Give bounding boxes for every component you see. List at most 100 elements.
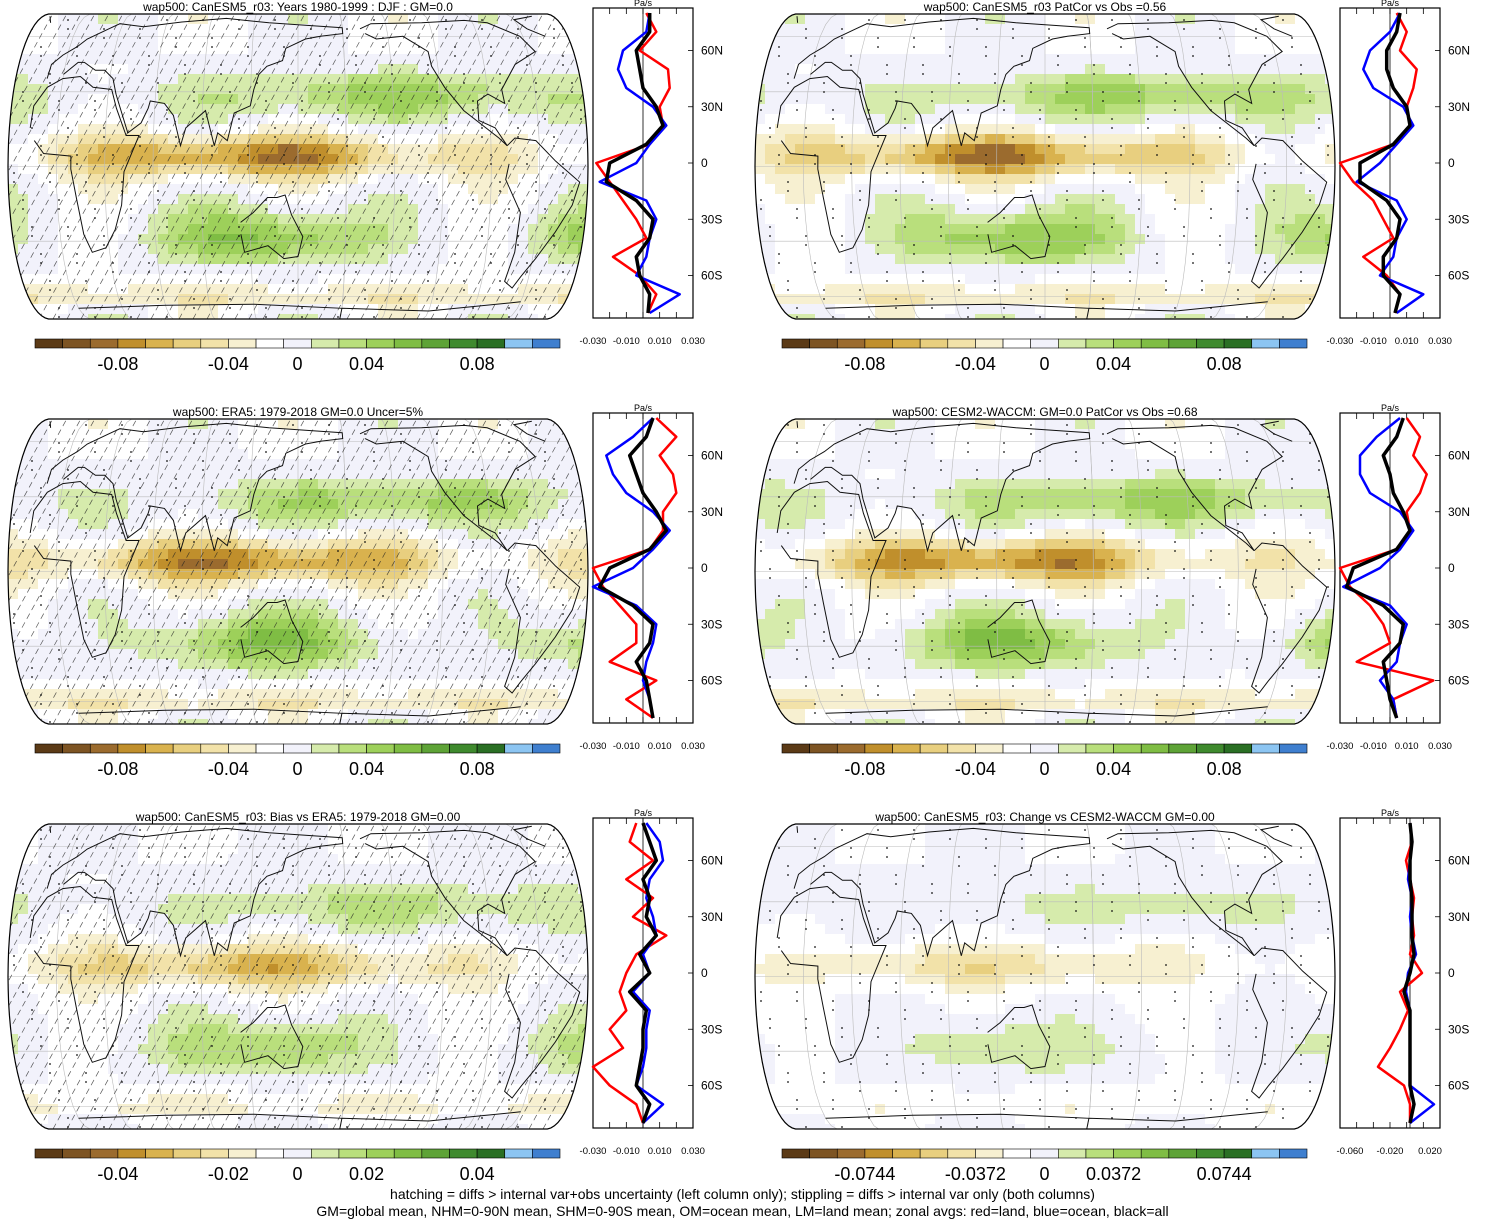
stipple-dot: [328, 289, 330, 291]
field-cell: [358, 94, 369, 105]
field-cell: [875, 84, 886, 95]
field-cell: [1035, 14, 1046, 25]
field-cell: [58, 639, 69, 650]
field-cell: [338, 154, 349, 165]
field-cell: [438, 134, 449, 145]
field-cell: [1095, 124, 1106, 135]
field-cell: [368, 84, 379, 95]
stipple-dot: [256, 181, 258, 183]
field-cell: [935, 64, 946, 75]
field-cell: [298, 14, 309, 25]
stipple-dot: [1228, 163, 1230, 165]
field-cell: [28, 659, 39, 670]
field-cell: [1095, 54, 1106, 65]
field-cell: [1255, 164, 1266, 175]
field-cell: [1205, 164, 1216, 175]
field-cell: [18, 469, 29, 480]
field-cell: [18, 589, 29, 600]
field-cell: [1275, 34, 1286, 45]
field-cell: [1315, 134, 1326, 145]
field-cell: [38, 114, 49, 125]
field-cell: [118, 214, 129, 225]
field-cell: [985, 44, 996, 55]
field-cell: [368, 44, 379, 55]
colorbar-box: [975, 339, 1003, 348]
colorbar-box: [1114, 339, 1142, 348]
field-cell: [508, 214, 519, 225]
field-cell: [1075, 304, 1086, 315]
stipple-dot: [94, 109, 96, 111]
stipple-dot: [220, 271, 222, 273]
field-cell: [448, 114, 459, 125]
stipple-dot: [877, 145, 879, 147]
field-cell: [438, 274, 449, 285]
field-cell: [1145, 24, 1156, 35]
colorbar-tick-label: -0.04: [955, 354, 996, 374]
stipple-dot: [1309, 100, 1311, 102]
field-cell: [1215, 164, 1226, 175]
stipple-dot: [931, 199, 933, 201]
field-cell: [98, 499, 109, 510]
stipple-dot: [364, 298, 366, 300]
field-cell: [448, 144, 459, 155]
field-cell: [468, 184, 479, 195]
colorbar-tick-label: 0.04: [349, 354, 384, 374]
field-cell: [318, 44, 329, 55]
field-cell: [8, 679, 19, 690]
field-cell: [188, 224, 199, 235]
field-cell: [88, 419, 99, 430]
stipple-dot: [229, 199, 231, 201]
field-cell: [805, 174, 816, 185]
field-cell: [48, 174, 59, 185]
field-cell: [1295, 94, 1306, 105]
field-cell: [875, 94, 886, 105]
field-cell: [1055, 244, 1066, 255]
field-cell: [1245, 224, 1256, 235]
field-cell: [28, 419, 39, 430]
stipple-dot: [859, 298, 861, 300]
colorbar-tick-label: -0.08: [844, 354, 885, 374]
field-cell: [78, 659, 89, 670]
field-cell: [1295, 34, 1306, 45]
field-cell: [408, 84, 419, 95]
field-cell: [418, 274, 429, 285]
field-cell: [198, 64, 209, 75]
field-cell: [875, 214, 886, 225]
field-cell: [98, 549, 109, 560]
stipple-dot: [364, 289, 366, 291]
stipple-dot: [472, 109, 474, 111]
stipple-dot: [1147, 226, 1149, 228]
field-cell: [28, 44, 39, 55]
field-cell: [1185, 204, 1196, 215]
field-cell: [775, 284, 786, 295]
field-cell: [755, 184, 766, 195]
field-cell: [1215, 104, 1226, 115]
field-cell: [368, 274, 379, 285]
field-cell: [168, 214, 179, 225]
field-cell: [815, 104, 826, 115]
field-cell: [458, 174, 469, 185]
field-cell: [1305, 134, 1316, 145]
field-cell: [148, 84, 159, 95]
field-cell: [865, 274, 876, 285]
stipple-dot: [112, 163, 114, 165]
field-cell: [1055, 14, 1066, 25]
field-cell: [875, 244, 886, 255]
field-cell: [1295, 84, 1306, 95]
field-cell: [128, 439, 139, 450]
field-cell: [835, 294, 846, 305]
field-cell: [548, 204, 559, 215]
stipple-dot: [211, 37, 213, 39]
field-cell: [58, 164, 69, 175]
stipple-dot: [76, 262, 78, 264]
field-cell: [1055, 284, 1066, 295]
field-cell: [1085, 254, 1096, 265]
stipple-dot: [1048, 136, 1050, 138]
stipple-dot: [94, 100, 96, 102]
field-cell: [1275, 144, 1286, 155]
field-cell: [1055, 304, 1066, 315]
field-cell: [318, 104, 329, 115]
stipple-dot: [553, 28, 555, 30]
field-cell: [1175, 154, 1186, 165]
field-cell: [835, 144, 846, 155]
